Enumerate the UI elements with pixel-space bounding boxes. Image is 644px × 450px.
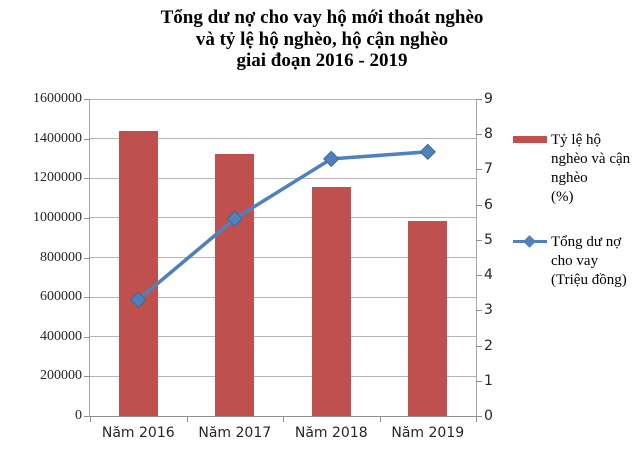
line-series-marker-icon xyxy=(513,235,547,248)
chart-title: Tổng dư nợ cho vay hộ mới thoát nghèo và… xyxy=(160,7,484,71)
line-path xyxy=(137,150,428,302)
bar-Năm 2018 xyxy=(311,187,351,416)
gridline xyxy=(90,336,476,338)
left-axis-label: 1200000 xyxy=(33,170,82,186)
gridline xyxy=(90,375,476,377)
legend-label-line-series: Tổng dư nợ cho vay (Triệu đồng) xyxy=(551,234,627,288)
right-axis-label: 1 xyxy=(484,372,493,389)
gridline xyxy=(90,257,476,258)
legend-item-bar-series: Tỷ lệ hộ nghèo và cận nghèo (%) xyxy=(513,131,641,207)
right-axis-tick xyxy=(476,99,482,100)
left-axis-label: 1400000 xyxy=(33,130,82,146)
line-series xyxy=(130,143,436,308)
left-axis-tick xyxy=(84,178,90,180)
left-axis-label: 400000 xyxy=(40,328,82,344)
right-axis-label: 4 xyxy=(484,267,493,284)
x-axis-tick xyxy=(379,416,381,422)
right-axis-tick xyxy=(476,169,482,171)
bar-Năm 2016 xyxy=(118,130,158,416)
right-axis-tick xyxy=(476,310,482,312)
left-axis-tick xyxy=(84,99,90,100)
x-axis-tick xyxy=(186,416,188,422)
diamond-marker-Năm 2016 xyxy=(130,291,147,308)
x-axis-label: Năm 2017 xyxy=(198,425,272,441)
x-axis-label: Năm 2019 xyxy=(391,425,465,441)
right-axis-tick xyxy=(476,204,482,206)
left-axis-tick xyxy=(84,257,90,259)
x-axis-label: Năm 2016 xyxy=(101,425,175,441)
right-axis-tick xyxy=(476,416,482,417)
right-axis-label: 0 xyxy=(484,408,493,424)
bar-series-swatch-icon xyxy=(513,136,547,143)
left-axis-label: 1600000 xyxy=(33,91,82,106)
left-axis-label: 1000000 xyxy=(33,209,82,225)
gridline xyxy=(90,138,476,140)
x-axis-tick xyxy=(283,416,284,422)
right-axis-tick xyxy=(476,345,482,347)
gridline xyxy=(90,296,476,298)
legend-label-bar-series: Tỷ lệ hộ nghèo và cận nghèo (%) xyxy=(551,132,631,205)
left-axis-label: 600000 xyxy=(40,289,82,305)
gridline xyxy=(90,177,476,179)
plot-area: 0 200000 400000 600000 800000 1000000 1200000 1… xyxy=(33,91,493,441)
gridline xyxy=(90,217,476,219)
legend: Tỷ lệ hộ nghèo và cận nghèo (%) Tổng dư … xyxy=(513,131,641,290)
right-axis-label: 9 xyxy=(484,91,493,107)
right-axis-label: 2 xyxy=(484,337,493,354)
right-axis-label: 6 xyxy=(484,196,493,213)
x-axis-label: Năm 2018 xyxy=(294,425,368,441)
left-axis-tick xyxy=(84,138,90,140)
right-axis-tick xyxy=(476,380,482,382)
x-axis-tick xyxy=(476,416,477,422)
right-axis-label: 3 xyxy=(484,302,493,319)
right-axis-label: 5 xyxy=(484,231,493,248)
left-axis-tick xyxy=(84,336,90,338)
bar-Năm 2017 xyxy=(215,154,255,416)
diamond-marker-Năm 2017 xyxy=(226,210,243,227)
left-axis-tick xyxy=(84,297,90,299)
left-axis-tick xyxy=(84,217,90,219)
left-axis-tick xyxy=(84,376,90,378)
left-axis-label: 800000 xyxy=(40,249,82,265)
left-axis-tick xyxy=(84,416,90,417)
gridline xyxy=(90,98,476,100)
diamond-marker-Năm 2019 xyxy=(419,143,436,161)
bar-Năm 2019 xyxy=(408,220,448,416)
left-axis-label: 200000 xyxy=(40,368,82,384)
left-axis-label: 0 xyxy=(75,408,82,423)
right-axis-tick xyxy=(476,239,482,241)
diamond-marker-Năm 2018 xyxy=(323,150,340,168)
right-axis-label: 8 xyxy=(484,126,493,143)
right-axis-tick xyxy=(476,275,482,277)
right-axis-label: 7 xyxy=(484,161,493,178)
x-axis-tick xyxy=(90,416,91,422)
right-axis-tick xyxy=(476,134,482,136)
legend-item-line-series: Tổng dư nợ cho vay (Triệu đồng) xyxy=(513,233,641,290)
